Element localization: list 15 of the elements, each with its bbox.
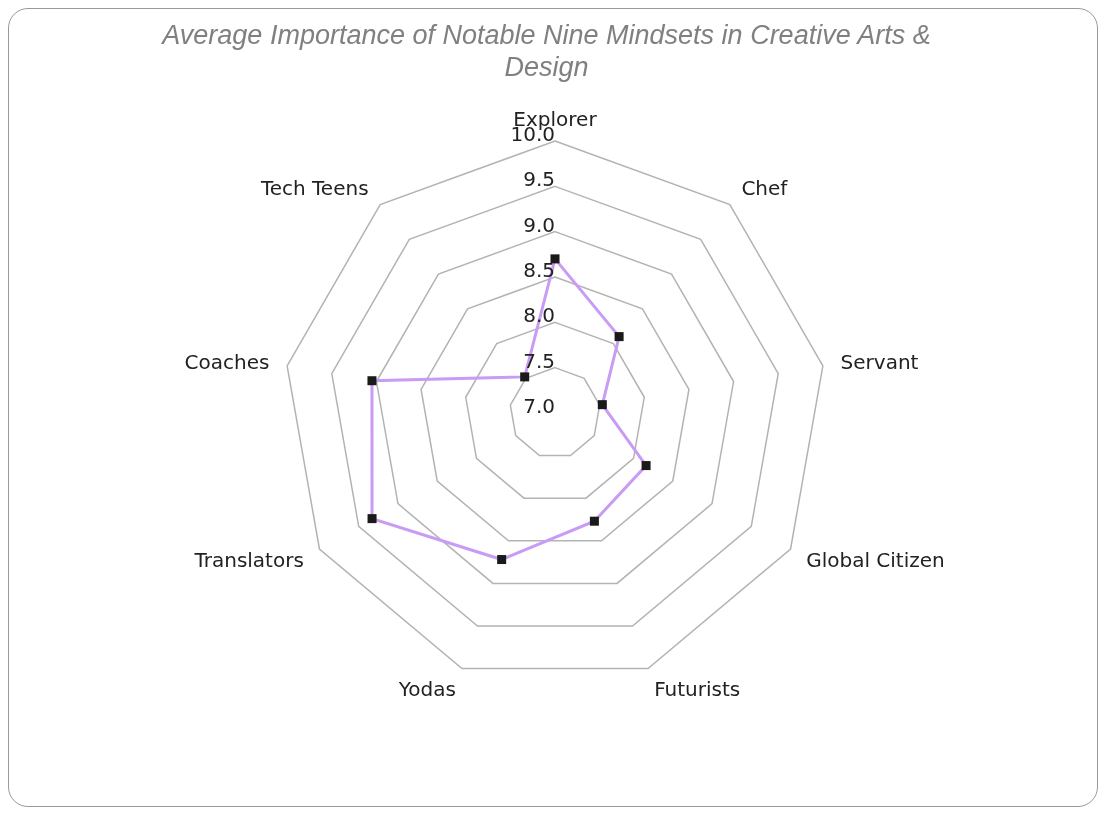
chart-title: Average Importance of Notable Nine Mindsets in Creative Arts & Design bbox=[160, 19, 932, 83]
y-tick-label: 9.5 bbox=[523, 167, 555, 192]
spoke-label: Servant bbox=[840, 349, 919, 374]
spoke-label: Chef bbox=[741, 175, 789, 200]
y-tick-label: 8.5 bbox=[523, 258, 555, 282]
y-tick-label: 7.5 bbox=[523, 348, 555, 373]
spoke-label: Coaches bbox=[184, 349, 270, 374]
y-tick-label: 7.0 bbox=[523, 394, 555, 418]
spoke-label: Yodas bbox=[397, 677, 456, 702]
spoke-label: Translators bbox=[193, 548, 304, 572]
y-tick-label: 9.0 bbox=[523, 212, 555, 237]
spoke-label: Global Citizen bbox=[806, 548, 945, 572]
y-tick-label: 8.0 bbox=[523, 303, 555, 328]
spoke-label: Futurists bbox=[654, 677, 741, 702]
spoke-label: Tech Teens bbox=[259, 175, 369, 200]
